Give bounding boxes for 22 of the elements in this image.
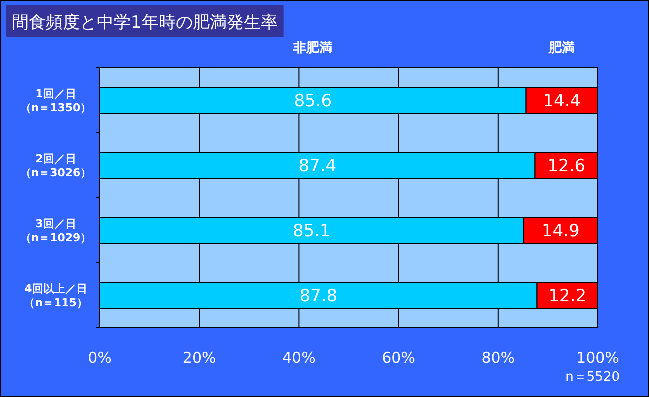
data-label: 14.9 (542, 222, 580, 242)
x-tick-label: 60% (382, 349, 416, 367)
data-label: 12.6 (548, 156, 586, 176)
data-label: 85.6 (294, 92, 332, 112)
x-tick-label: 80% (482, 349, 516, 367)
data-label: 14.4 (543, 92, 582, 112)
y-tick-label: 2回／日（n＝3026） (20, 152, 92, 180)
x-tick-label: 0% (88, 349, 112, 367)
data-label: 85.1 (292, 222, 331, 242)
y-tick-label: 3回／日（n＝1029） (20, 218, 92, 244)
text: n＝5520 (566, 370, 620, 385)
data-label: 87.4 (298, 156, 337, 176)
text: 非肥満 (292, 41, 333, 56)
y-tick-label: 4回以上／日（n＝115） (24, 282, 88, 310)
y-tick-label: 1回／日（n＝1350） (20, 88, 92, 114)
data-label: 12.2 (548, 286, 587, 306)
text: 肥満 (548, 41, 576, 56)
chart-title: 間食頻度と中学1年時の肥満発生率 (12, 13, 278, 33)
data-label: 87.8 (300, 286, 338, 306)
x-tick-label: 40% (282, 349, 316, 367)
x-tick-label: 100% (576, 349, 620, 367)
x-tick-label: 20% (182, 349, 216, 367)
